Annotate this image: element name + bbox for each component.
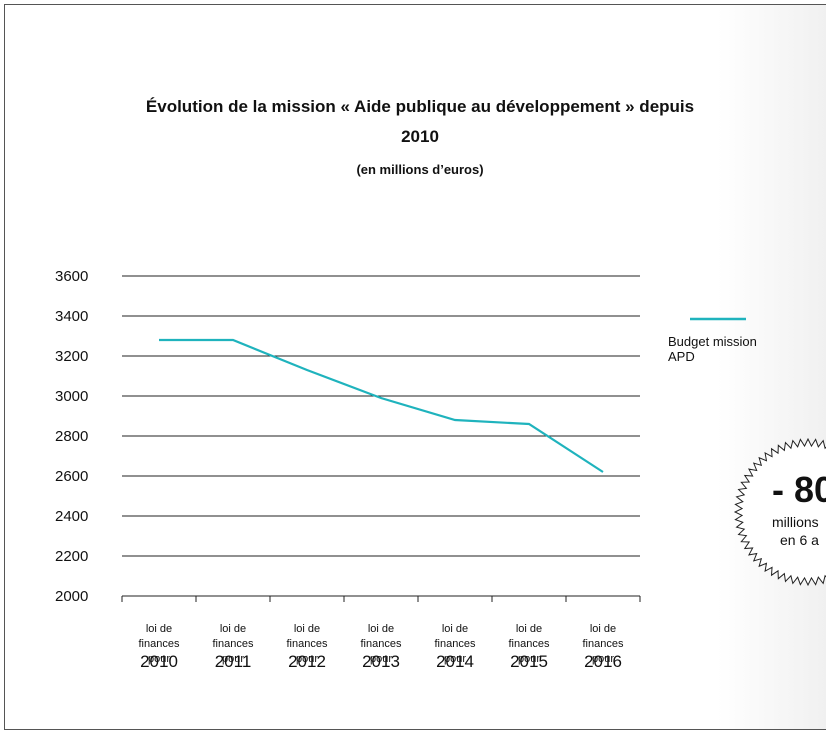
annotation: - 80 xyxy=(772,469,826,510)
x-tick-label: 2010 xyxy=(140,652,178,671)
line xyxy=(159,338,604,473)
x-prefix-label: loi de finances pour xyxy=(509,623,550,665)
x-tick-label: 2015 xyxy=(510,652,548,671)
frame xyxy=(4,4,826,730)
x-tick-label: 2012 xyxy=(288,652,326,671)
y-tick-label: 2200 xyxy=(55,548,88,565)
annotation: millions xyxy=(772,514,819,530)
annotation: en 6 a xyxy=(780,532,819,548)
legend-label: Budget mission APD xyxy=(668,334,757,364)
y-tick-label: 3200 xyxy=(55,348,88,365)
x-tick-label: 2011 xyxy=(215,652,252,671)
x-tick-label: 2013 xyxy=(362,652,400,671)
chart-subtitle: (en millions d’euros) xyxy=(356,162,484,177)
x-tick-label: 2014 xyxy=(436,652,474,671)
x-prefix-label: loi de finances pour xyxy=(435,623,476,665)
x-tick-label: 2016 xyxy=(584,652,622,671)
x-prefix-label: loi de finances pour xyxy=(361,623,402,665)
x-prefix-label: loi de finances pour xyxy=(139,623,180,665)
x-prefix-label: loi de finances pour xyxy=(287,623,328,665)
x-prefix-label: loi de finances pour xyxy=(213,623,254,665)
x-prefix-label: loi de finances pour xyxy=(583,623,624,665)
y-tick-label: 2800 xyxy=(55,428,88,445)
stamp-inner xyxy=(744,448,826,576)
y-tick-label: 2000 xyxy=(55,588,88,605)
y-tick-label: 2600 xyxy=(55,468,88,485)
y-tick-label: 3400 xyxy=(55,308,88,325)
y-tick-label: 3600 xyxy=(55,268,88,285)
y-tick-label: 2400 xyxy=(55,508,88,525)
y-tick-label: 3000 xyxy=(55,388,88,405)
chart-title: Évolution de la mission « Aide publique … xyxy=(145,97,695,146)
